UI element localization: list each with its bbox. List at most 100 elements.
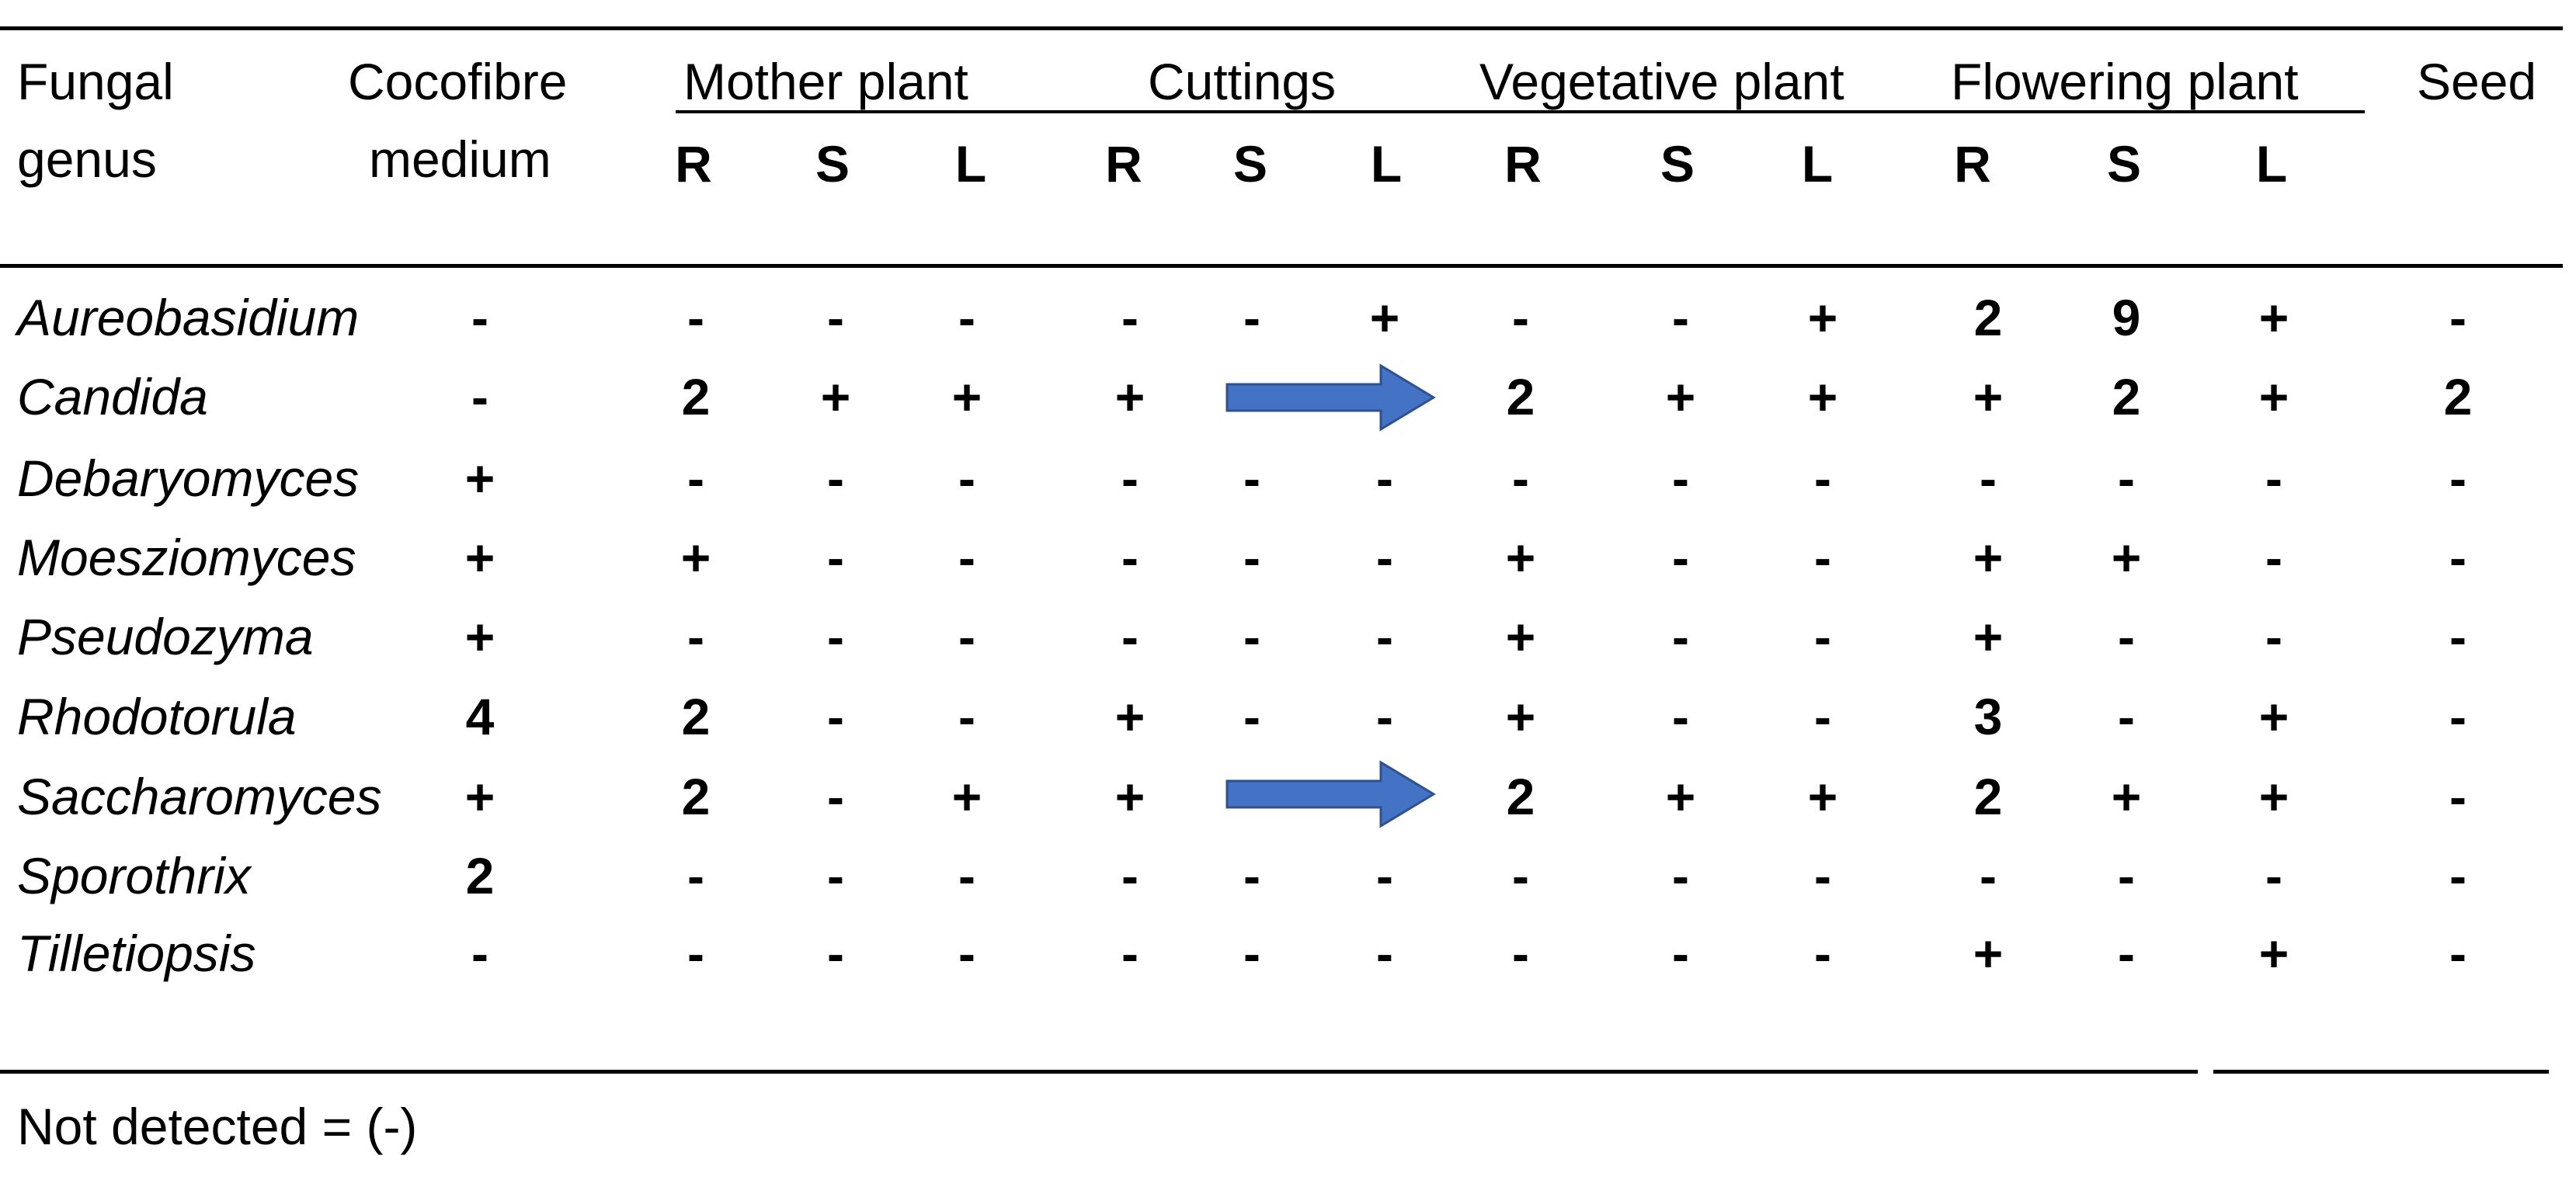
table-cell: - <box>1121 449 1139 507</box>
header-genus-line1: Fungal <box>17 53 174 110</box>
table-cell: 9 <box>2112 289 2141 346</box>
medium-cell: 2 <box>465 847 495 904</box>
table-cell: - <box>687 847 704 904</box>
table-cell: + <box>1665 368 1696 425</box>
medium-cell: + <box>464 449 495 507</box>
table-cell: + <box>820 368 851 425</box>
table-cell: 2 <box>681 368 711 425</box>
subheader-veg-r: R <box>1504 135 1542 193</box>
medium-cell: - <box>471 368 488 425</box>
table-cell: + <box>951 768 982 825</box>
table-cell: - <box>2449 688 2466 745</box>
top-rule <box>0 26 2563 30</box>
table-cell: - <box>2118 925 2135 982</box>
table-cell: - <box>827 289 844 346</box>
table-cell: + <box>1973 608 2004 665</box>
table-cell: - <box>1814 847 1831 904</box>
table-cell: - <box>958 847 975 904</box>
table-cell: - <box>1672 608 1689 665</box>
group-cuttings: Cuttings <box>1148 53 1337 110</box>
table-cell: + <box>1114 368 1145 425</box>
table-cell: - <box>1672 529 1689 586</box>
genus-name: Debaryomyces <box>17 449 360 507</box>
table-cell: - <box>1672 289 1689 346</box>
table-cell: - <box>2265 529 2282 586</box>
group-seed: Seed <box>2417 53 2537 110</box>
table-cell: - <box>827 529 844 586</box>
table-cell: + <box>2258 289 2289 346</box>
table-cell: + <box>2258 925 2289 982</box>
table-cell: - <box>1243 529 1260 586</box>
medium-cell: 4 <box>465 688 495 745</box>
table-cell: - <box>1672 449 1689 507</box>
table-cell: - <box>1814 925 1831 982</box>
table-cell: - <box>827 688 844 745</box>
table-cell: - <box>1980 449 1997 507</box>
table-cell: + <box>1973 925 2004 982</box>
table-cell: - <box>2449 925 2466 982</box>
table-cell: - <box>1814 449 1831 507</box>
table-cell: - <box>958 289 975 346</box>
subheader-veg-s: S <box>1660 135 1695 193</box>
table-cell: - <box>1243 289 1260 346</box>
table-cell: - <box>1814 529 1831 586</box>
table-cell: - <box>687 289 704 346</box>
footnote: Not detected = (-) <box>17 1098 418 1155</box>
table-cell: - <box>2449 847 2466 904</box>
table-cell: - <box>2118 608 2135 665</box>
medium-cell: + <box>464 768 495 825</box>
table-cell: - <box>2449 608 2466 665</box>
table-cell: - <box>2449 289 2466 346</box>
genus-name: Saccharomyces <box>17 768 382 825</box>
table-cell: + <box>1114 768 1145 825</box>
table-cell: - <box>827 925 844 982</box>
table-cell: 2 <box>681 688 711 745</box>
table-cell: - <box>2118 449 2135 507</box>
table-cell: - <box>1512 289 1529 346</box>
table-cell: - <box>1243 688 1260 745</box>
table-cell: + <box>2111 768 2142 825</box>
table-cell: 2 <box>1973 289 2003 346</box>
header-medium-line2: medium <box>369 130 551 188</box>
table-cell: - <box>687 608 704 665</box>
table-cell: - <box>1376 529 1393 586</box>
table-cell: - <box>2118 688 2135 745</box>
genus-name: Moesziomyces <box>17 529 356 586</box>
table-cell: + <box>1505 608 1536 665</box>
genus-name: Pseudozyma <box>17 608 314 665</box>
subheader-cuttings-s: S <box>1232 135 1268 193</box>
table-cell: - <box>1243 608 1260 665</box>
table-cell: - <box>1512 449 1529 507</box>
subheader-mother-l: L <box>954 135 987 193</box>
table-cell: + <box>680 529 711 586</box>
table-cell: + <box>2258 368 2289 425</box>
table-cell: - <box>827 768 844 825</box>
group-flowering-plant: Flowering plant <box>1951 53 2299 110</box>
table-cell: - <box>1121 289 1139 346</box>
table-cell: + <box>1973 368 2004 425</box>
bottom-rule-right <box>2213 1070 2549 1074</box>
table-cell: - <box>1243 925 1260 982</box>
table-cell: + <box>1807 368 1838 425</box>
table-cell: - <box>1814 688 1831 745</box>
table-cell: 2 <box>1973 768 2003 825</box>
table-cell: - <box>1672 925 1689 982</box>
bottom-rule-left <box>0 1070 2198 1074</box>
table-cell: + <box>1807 289 1838 346</box>
table-cell: + <box>1973 529 2004 586</box>
table-cell: 2 <box>2112 368 2141 425</box>
genus-name: Tilletiopsis <box>17 925 256 982</box>
table-cell: - <box>958 449 975 507</box>
header-rule <box>0 264 2563 268</box>
subheader-mother-s: S <box>815 135 850 193</box>
table-cell: - <box>1121 608 1139 665</box>
table-cell: - <box>2265 847 2282 904</box>
table-cell: - <box>827 449 844 507</box>
table-cell: - <box>1672 847 1689 904</box>
subheader-flower-l: L <box>2255 135 2288 193</box>
table-cell: - <box>2265 449 2282 507</box>
table-cell: 3 <box>1973 688 2003 745</box>
table-cell: + <box>1665 768 1696 825</box>
medium-cell: + <box>464 529 495 586</box>
right-arrow-icon <box>1225 760 1436 828</box>
